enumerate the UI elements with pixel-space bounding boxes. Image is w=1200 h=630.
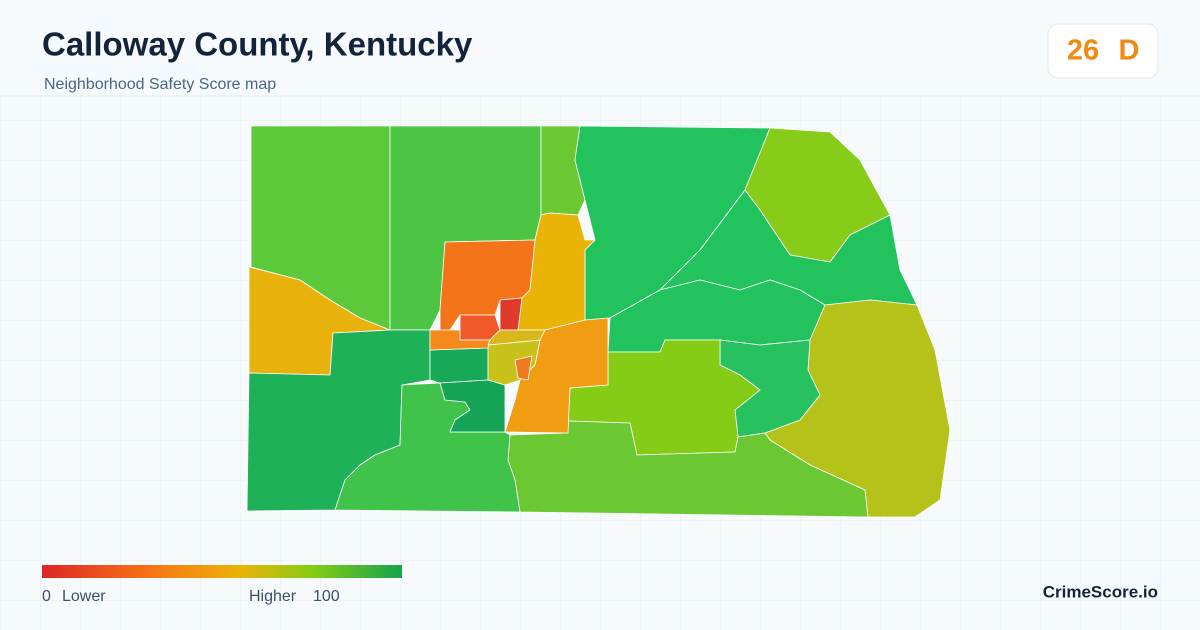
legend-scale — [42, 565, 402, 578]
score-badge — [1047, 23, 1159, 79]
legend-min-label: Lower — [62, 588, 106, 605]
region — [499, 297, 523, 331]
score-value: 26 — [1067, 35, 1099, 67]
score-grade: D — [1119, 35, 1140, 67]
brand: CrimeScore.io — [1043, 582, 1158, 601]
region — [429, 347, 489, 384]
subtitle: Neighborhood Safety Score map — [44, 76, 276, 93]
title: Calloway County, Kentucky — [42, 26, 473, 63]
region — [514, 355, 533, 381]
legend-min: 0 — [42, 588, 51, 605]
county-map — [246, 125, 951, 518]
legend-max-label: Higher — [249, 588, 297, 605]
region — [487, 329, 546, 346]
legend-max: 100 — [313, 588, 340, 605]
